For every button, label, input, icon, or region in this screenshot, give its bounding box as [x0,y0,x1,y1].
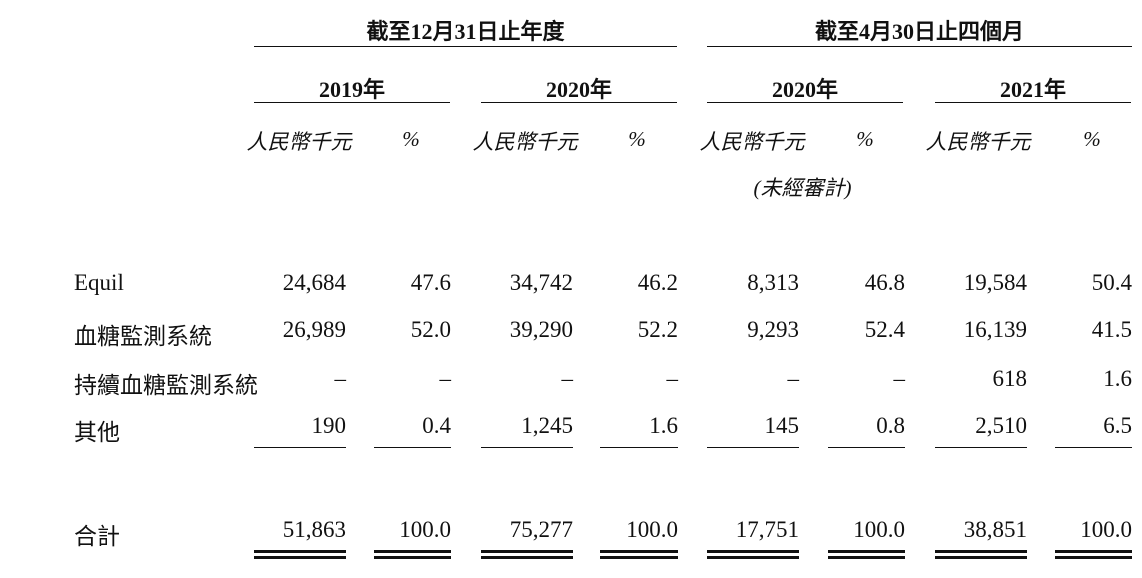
total-double-rule [935,550,1027,559]
total-amount: 75,277 [509,517,573,542]
cell-amount: 145 [764,413,800,438]
subtotal-rule [1055,447,1132,448]
cell-amount: – [787,366,800,391]
header-rule [707,46,1132,47]
total-percent: 100.0 [853,517,905,542]
cell-percent: 52.0 [410,317,451,342]
total-double-rule [481,550,573,559]
year-header: 2020年 [545,77,612,102]
total-percent: 100.0 [1080,517,1132,542]
year-header: 2019年 [318,77,385,102]
cell-percent: – [666,366,679,391]
cell-amount: 39,290 [509,317,573,342]
cell-percent: 47.6 [410,270,451,295]
unit-percent: % [1083,127,1101,151]
total-amount: 38,851 [963,517,1027,542]
unit-rmb: 人民幣千元 [246,130,352,154]
subtotal-rule [935,447,1027,448]
unit-rmb: 人民幣千元 [925,130,1031,154]
cell-percent: 0.4 [422,413,451,438]
unit-percent: % [856,127,874,151]
cell-amount: 9,293 [747,317,799,342]
cell-percent: 1.6 [649,413,678,438]
cell-amount: 26,989 [282,317,346,342]
total-amount: 17,751 [735,517,799,542]
total-amount: 51,863 [282,517,346,542]
cell-amount: 19,584 [963,270,1027,295]
cell-percent: 0.8 [876,413,905,438]
cell-amount: – [561,366,574,391]
header-rule [254,46,677,47]
cell-amount: 2,510 [975,413,1027,438]
cell-amount: – [334,366,347,391]
total-percent: 100.0 [399,517,451,542]
row-label-equil: Equil [74,270,124,295]
cell-percent: 1.6 [1103,366,1132,391]
total-double-rule [254,550,346,559]
unit-percent: % [628,127,646,151]
subtotal-rule [600,447,678,448]
unit-percent: % [402,127,420,151]
year-header: 2020年 [771,77,838,102]
subtotal-rule [254,447,346,448]
year-rule [481,102,677,103]
cell-percent: 52.4 [864,317,905,342]
total-double-rule [707,550,799,559]
cell-amount: 34,742 [509,270,573,295]
cell-percent: 52.2 [637,317,678,342]
header-four-months: 截至4月30日止四個月 [814,19,1024,44]
header-year-ended: 截至12月31日止年度 [366,19,565,44]
cell-percent: 46.8 [864,270,905,295]
row-label-cgm: 持續血糖監測系統 [74,373,258,398]
subtotal-rule [481,447,573,448]
cell-amount: 190 [311,413,347,438]
cell-percent: 41.5 [1091,317,1132,342]
year-rule [935,102,1131,103]
cell-percent: 46.2 [637,270,678,295]
total-double-rule [374,550,451,559]
total-percent: 100.0 [626,517,678,542]
row-label-others: 其他 [74,420,120,445]
total-double-rule [1055,550,1132,559]
row-label-bgm: 血糖監測系統 [74,324,212,349]
cell-percent: – [439,366,452,391]
year-rule [707,102,903,103]
year-rule [254,102,450,103]
row-label-total: 合計 [74,524,120,549]
unit-rmb: 人民幣千元 [472,130,578,154]
cell-amount: 8,313 [747,270,799,295]
year-header: 2021年 [999,77,1066,102]
cell-amount: 618 [992,366,1028,391]
unit-unaudited: (未經審計) [753,176,852,200]
total-double-rule [600,550,678,559]
total-double-rule [828,550,905,559]
cell-amount: 16,139 [963,317,1027,342]
cell-amount: 1,245 [521,413,573,438]
unit-rmb: 人民幣千元 [699,130,805,154]
cell-percent: – [893,366,906,391]
cell-percent: 6.5 [1103,413,1132,438]
subtotal-rule [828,447,905,448]
cell-percent: 50.4 [1091,270,1132,295]
subtotal-rule [707,447,799,448]
cell-amount: 24,684 [282,270,346,295]
subtotal-rule [374,447,451,448]
